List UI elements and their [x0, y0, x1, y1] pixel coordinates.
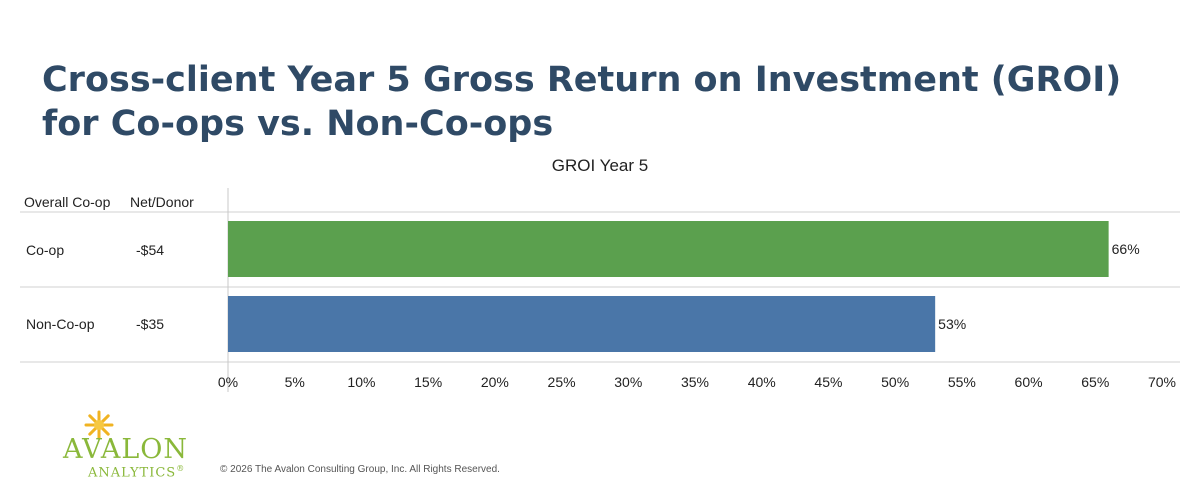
x-tick-label: 50% — [881, 374, 909, 390]
chart-title: GROI Year 5 — [551, 156, 649, 175]
table-grid-lines — [20, 188, 1180, 392]
row-net-donor-noncoop: -$35 — [136, 316, 165, 332]
data-label: 53% — [938, 316, 966, 332]
logo-word: AVALON — [63, 434, 189, 465]
data-label: 66% — [1112, 241, 1140, 257]
row-net-donor-coop: -$54 — [136, 242, 165, 258]
copyright-notice: © 2026 The Avalon Consulting Group, Inc.… — [220, 464, 500, 475]
bar-non-co-op — [228, 296, 936, 352]
x-axis-ticks: 0% 5% 10% 15% 20% 25% 30% 35% 40% 45% 50% 55% 60% 65%… — [218, 374, 1176, 390]
x-tick-label: 65% — [1081, 374, 1109, 390]
x-tick-label: 60% — [1015, 374, 1043, 390]
x-tick-label: 10% — [347, 374, 375, 390]
x-tick-label: 35% — [681, 374, 709, 390]
row-label-coop: Co-op — [26, 242, 65, 258]
x-tick-label: 30% — [614, 374, 642, 390]
x-tick-label: 20% — [481, 374, 509, 390]
registered-mark: ® — [176, 464, 186, 473]
logo-sub: ANALYTICS® — [88, 464, 185, 480]
x-tick-label: 45% — [814, 374, 842, 390]
avalon-logo: AVALON ANALYTICS® — [60, 410, 210, 480]
x-tick-label: 55% — [948, 374, 976, 390]
bars-group — [228, 221, 1109, 352]
slide-title: Cross-client Year 5 Gross Return on Inve… — [42, 60, 1122, 144]
table-header-net-donor: Net/Donor — [130, 194, 194, 210]
x-tick-label: 15% — [414, 374, 442, 390]
x-tick-label: 0% — [218, 374, 238, 390]
sun-icon — [84, 410, 114, 440]
x-tick-label: 5% — [285, 374, 305, 390]
x-tick-label: 25% — [548, 374, 576, 390]
logo-sub-text: ANALYTICS — [88, 465, 177, 481]
bar-co-op — [228, 221, 1109, 277]
x-tick-label: 70% — [1148, 374, 1176, 390]
x-tick-label: 40% — [748, 374, 776, 390]
row-label-noncoop: Non-Co-op — [26, 316, 95, 332]
table-header-overall-coop: Overall Co-op — [24, 194, 111, 210]
value-labels-group: 66% 53% — [938, 241, 1139, 332]
